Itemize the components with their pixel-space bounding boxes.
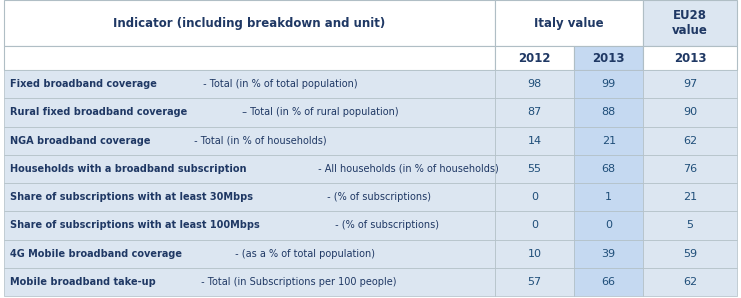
Text: 88: 88	[602, 107, 616, 117]
Text: 39: 39	[602, 249, 616, 259]
Bar	[4, 126, 495, 155]
Bar	[643, 183, 737, 211]
Bar	[4, 183, 495, 211]
Bar	[495, 155, 574, 183]
Bar	[495, 268, 574, 296]
Bar	[643, 240, 737, 268]
Text: 0: 0	[605, 221, 612, 230]
Bar	[643, 0, 737, 46]
Bar	[495, 46, 574, 70]
Text: 90: 90	[683, 107, 697, 117]
Bar	[4, 240, 495, 268]
Bar	[495, 211, 574, 240]
Text: 62: 62	[683, 277, 697, 287]
Bar	[4, 0, 495, 46]
Bar	[495, 183, 574, 211]
Text: 68: 68	[602, 164, 616, 174]
Text: 2012: 2012	[519, 52, 551, 64]
Text: - All households (in % of households): - All households (in % of households)	[315, 164, 499, 174]
Bar	[495, 240, 574, 268]
Text: 0: 0	[531, 221, 538, 230]
Bar	[574, 211, 643, 240]
Bar	[643, 98, 737, 126]
Text: Share of subscriptions with at least 30Mbps: Share of subscriptions with at least 30M…	[10, 192, 253, 202]
Bar	[495, 126, 574, 155]
Text: 14: 14	[528, 136, 542, 146]
Bar	[495, 98, 574, 126]
Text: 59: 59	[683, 249, 697, 259]
Text: - Total (in Subscriptions per 100 people): - Total (in Subscriptions per 100 people…	[198, 277, 396, 287]
Text: 57: 57	[528, 277, 542, 287]
Text: 97: 97	[683, 79, 697, 89]
Text: 55: 55	[528, 164, 542, 174]
Bar	[4, 46, 495, 70]
Text: 0: 0	[531, 192, 538, 202]
Text: 98: 98	[528, 79, 542, 89]
Text: Rural fixed broadband coverage: Rural fixed broadband coverage	[10, 107, 187, 117]
Text: – Total (in % of rural population): – Total (in % of rural population)	[239, 107, 399, 117]
Bar	[574, 155, 643, 183]
Bar	[574, 98, 643, 126]
Text: - (% of subscriptions): - (% of subscriptions)	[332, 221, 439, 230]
Bar	[574, 46, 643, 70]
Text: 21: 21	[602, 136, 616, 146]
Bar	[4, 70, 495, 98]
Text: - (% of subscriptions): - (% of subscriptions)	[324, 192, 431, 202]
Text: Italy value: Italy value	[534, 16, 604, 30]
Text: 4G Mobile broadband coverage: 4G Mobile broadband coverage	[10, 249, 182, 259]
Bar	[643, 126, 737, 155]
Bar	[574, 183, 643, 211]
Text: 21: 21	[683, 192, 697, 202]
Bar	[4, 268, 495, 296]
Bar	[574, 240, 643, 268]
Bar	[4, 211, 495, 240]
Bar	[574, 70, 643, 98]
Bar	[643, 70, 737, 98]
Text: Mobile broadband take-up: Mobile broadband take-up	[10, 277, 156, 287]
Text: 1: 1	[605, 192, 612, 202]
Bar	[495, 70, 574, 98]
Text: Share of subscriptions with at least 100Mbps: Share of subscriptions with at least 100…	[10, 221, 260, 230]
Text: 10: 10	[528, 249, 542, 259]
Bar	[643, 46, 737, 70]
Bar	[643, 155, 737, 183]
Text: - Total (in % of total population): - Total (in % of total population)	[199, 79, 357, 89]
Text: Households with a broadband subscription: Households with a broadband subscription	[10, 164, 247, 174]
Text: 87: 87	[528, 107, 542, 117]
Text: Fixed broadband coverage: Fixed broadband coverage	[10, 79, 157, 89]
Bar	[4, 98, 495, 126]
Text: 62: 62	[683, 136, 697, 146]
Text: 2013: 2013	[593, 52, 625, 64]
Text: - (as a % of total population): - (as a % of total population)	[232, 249, 375, 259]
Text: 76: 76	[683, 164, 697, 174]
Text: 2013: 2013	[674, 52, 706, 64]
Text: 5: 5	[687, 221, 694, 230]
Text: - Total (in % of households): - Total (in % of households)	[191, 136, 327, 146]
Bar	[574, 268, 643, 296]
Bar	[4, 155, 495, 183]
Text: 99: 99	[602, 79, 616, 89]
Bar	[643, 268, 737, 296]
Bar	[643, 211, 737, 240]
Text: EU28
value: EU28 value	[672, 9, 708, 37]
Bar	[574, 126, 643, 155]
Text: NGA broadband coverage: NGA broadband coverage	[10, 136, 150, 146]
Bar	[495, 0, 643, 46]
Text: Indicator (including breakdown and unit): Indicator (including breakdown and unit)	[113, 16, 385, 30]
Text: 66: 66	[602, 277, 616, 287]
